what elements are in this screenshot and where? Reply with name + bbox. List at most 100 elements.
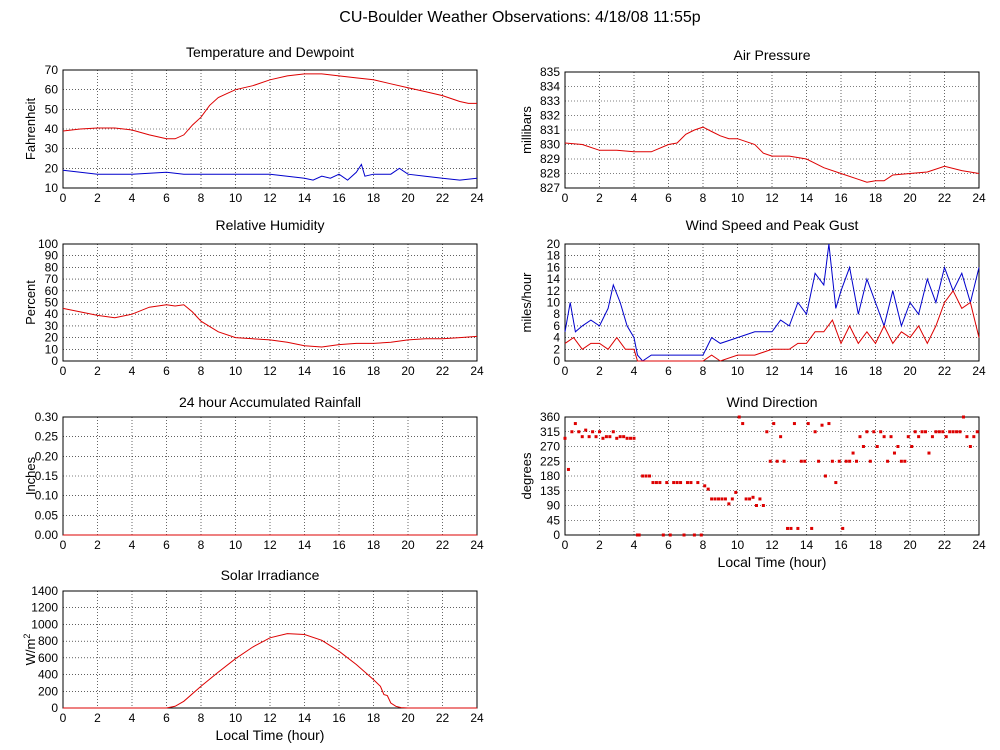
humidity-ytick-label: 80 (45, 260, 59, 274)
direction-point (927, 451, 931, 455)
wind-xtick-label: 0 (562, 364, 569, 378)
direction-point (754, 504, 758, 507)
temperature-xtick-label: 4 (129, 191, 136, 205)
direction-point (955, 430, 959, 434)
direction-point (615, 436, 619, 440)
direction-point (886, 459, 890, 463)
pressure-xtick-label: 14 (800, 191, 814, 205)
temperature-ytick-label: 20 (45, 161, 59, 175)
humidity-xtick-label: 20 (401, 364, 415, 378)
rain-ylabel: Inches (23, 456, 38, 495)
direction-ytick-label: 45 (547, 513, 561, 527)
direction-point (772, 422, 776, 426)
wind-ytick-label: 4 (553, 331, 560, 345)
direction-xtick-label: 12 (765, 538, 779, 552)
wind-xtick-label: 6 (665, 364, 672, 378)
wind-xtick-label: 14 (800, 364, 814, 378)
solar-xtick-label: 12 (263, 711, 277, 725)
direction-point (851, 451, 855, 455)
direction-point (930, 435, 934, 439)
solar-ytick-label: 800 (38, 634, 58, 648)
humidity-xtick-label: 16 (332, 364, 346, 378)
humidity-xtick-label: 8 (198, 364, 205, 378)
direction-point (903, 459, 907, 463)
humidity-ytick-label: 100 (38, 237, 58, 251)
direction-point (937, 430, 941, 434)
rain-xtick-label: 0 (60, 538, 67, 552)
rain-xtick-label: 18 (367, 538, 381, 552)
direction-point (848, 459, 852, 463)
direction-point (706, 487, 710, 491)
rain-xtick-label: 4 (129, 538, 136, 552)
solar-xtick-label: 16 (332, 711, 346, 725)
direction-point (587, 435, 591, 439)
direction-ytick-label: 360 (540, 410, 560, 424)
solar-ylabel: W/m2 (22, 634, 38, 666)
direction-point (958, 430, 962, 434)
temperature-xtick-label: 6 (163, 191, 170, 205)
direction-point (672, 481, 676, 485)
humidity-ytick-label: 70 (45, 272, 59, 286)
pressure-ylabel: millibars (519, 106, 534, 154)
solar-xtick-label: 6 (163, 711, 170, 725)
direction-point (875, 445, 879, 448)
direction-point (727, 502, 731, 506)
direction-point (844, 459, 848, 463)
direction-point (751, 495, 755, 499)
rain-ytick-label: 0.10 (35, 489, 59, 503)
direction-point (758, 497, 762, 501)
temperature-xtick-label: 12 (263, 191, 277, 205)
pressure-xtick-label: 16 (834, 191, 848, 205)
temperature-xtick-label: 2 (94, 191, 101, 205)
direction-point (796, 526, 800, 530)
pressure-ylabel-text: millibars (519, 106, 534, 154)
wind-ytick-label: 8 (553, 307, 560, 321)
direction-xtick-label: 8 (700, 538, 707, 552)
direction-point (855, 459, 859, 463)
direction-point (577, 430, 581, 434)
temperature-series-0-line (62, 73, 477, 140)
direction-point (837, 459, 841, 463)
pressure-xtick-label: 22 (938, 191, 952, 205)
direction-ytick-label: 180 (540, 469, 560, 483)
direction-point (820, 423, 824, 427)
humidity-xtick-label: 12 (263, 364, 277, 378)
direction-point (934, 430, 938, 434)
direction-point (786, 526, 790, 530)
direction-point (618, 435, 622, 439)
wind-ytick-label: 14 (547, 272, 561, 286)
direction-xtick-label: 24 (972, 538, 986, 552)
pressure-xtick-label: 0 (562, 191, 569, 205)
temperature-ylabel: Fahrenheit (23, 98, 38, 161)
rain-xtick-label: 6 (163, 538, 170, 552)
pressure-ytick-label: 831 (540, 123, 560, 137)
direction-point (570, 430, 574, 434)
humidity-title: Relative Humidity (216, 217, 325, 233)
humidity-ytick-label: 10 (45, 342, 59, 356)
wind-xtick-label: 16 (834, 364, 848, 378)
direction-point (872, 430, 876, 434)
temperature-title: Temperature and Dewpoint (186, 44, 354, 60)
wind-ytick-label: 0 (553, 354, 560, 368)
direction-point (689, 481, 693, 485)
direction-point (799, 459, 803, 463)
direction-point (591, 430, 595, 434)
direction-point (765, 430, 769, 434)
direction-point (924, 430, 928, 434)
direction-ytick-label: 135 (540, 484, 560, 498)
direction-series-0 (563, 415, 979, 537)
solar-xtick-label: 24 (470, 711, 484, 725)
pressure-title: Air Pressure (733, 47, 810, 63)
solar-xtick-label: 14 (298, 711, 312, 725)
direction-point (792, 422, 796, 426)
solar-title: Solar Irradiance (221, 567, 320, 583)
solar-ytick-label: 400 (38, 668, 58, 682)
direction-title: Wind Direction (726, 394, 817, 410)
direction-point (734, 490, 738, 494)
humidity-xtick-label: 6 (163, 364, 170, 378)
wind-xtick-label: 24 (972, 364, 986, 378)
pressure-ytick-label: 829 (540, 152, 560, 166)
direction-ytick-label: 315 (540, 425, 560, 439)
page-title: CU-Boulder Weather Observations: 4/18/08… (339, 9, 700, 26)
